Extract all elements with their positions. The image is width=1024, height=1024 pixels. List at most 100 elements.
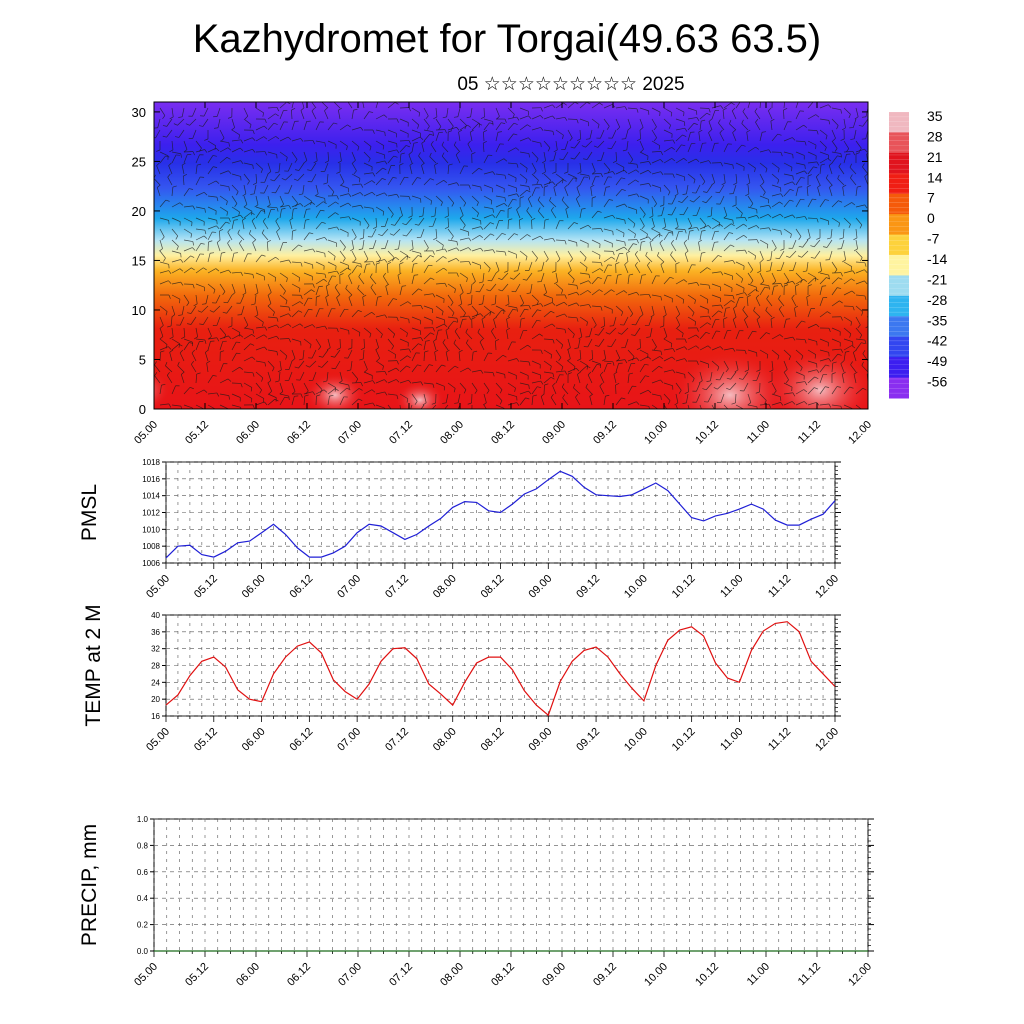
wind-barb-flag <box>756 225 760 229</box>
wind-barb-flag <box>698 239 703 243</box>
wind-barb-flag <box>743 234 748 238</box>
wind-barb <box>387 298 394 307</box>
wind-barb <box>675 127 685 131</box>
wind-barb-flag <box>726 387 731 390</box>
wind-barb <box>639 140 644 150</box>
y-tick-label: 36 <box>151 628 160 637</box>
wind-barb <box>351 398 359 406</box>
wind-barb <box>567 302 577 307</box>
wind-barb-flag <box>444 129 447 134</box>
wind-barb <box>279 110 284 120</box>
wind-barb <box>555 239 566 241</box>
wind-barb-flag <box>804 381 808 386</box>
wind-barb-flag <box>823 246 828 248</box>
wind-barb <box>719 195 725 205</box>
wind-barb-flag <box>254 314 259 318</box>
wind-barb-flag <box>600 262 603 267</box>
wind-barb-flag <box>239 147 244 152</box>
wind-barb-flag <box>859 334 863 339</box>
wind-barb <box>795 110 801 120</box>
colorbar-label: -42 <box>927 333 947 349</box>
wind-barb-flag <box>346 146 348 151</box>
wind-barb-flag <box>186 302 190 306</box>
wind-barb <box>276 231 281 241</box>
wind-barb <box>687 294 696 301</box>
x-tick-label: 08.12 <box>479 726 507 754</box>
wind-barb-flag <box>681 144 686 147</box>
wind-barb-flag <box>754 108 758 112</box>
wind-barb-flag <box>607 345 612 348</box>
wind-barb-flag <box>396 149 400 154</box>
wind-barb <box>747 250 756 257</box>
wind-barb <box>423 255 431 263</box>
wind-barb-flag <box>524 308 529 311</box>
wind-barb-flag <box>877 207 878 211</box>
wind-barb <box>171 151 181 155</box>
wind-barb <box>555 220 560 230</box>
wind-barb <box>531 183 541 186</box>
wind-barb-flag <box>506 316 511 320</box>
wind-barb <box>171 259 181 263</box>
wind-barb-flag <box>730 300 735 303</box>
wind-barb <box>651 366 660 373</box>
wind-barb <box>675 217 679 227</box>
wind-barb <box>399 301 409 307</box>
wind-barb <box>639 206 646 215</box>
wind-barb <box>483 118 493 122</box>
wind-barb-flag <box>194 336 198 340</box>
wind-barb <box>195 404 205 409</box>
wind-barb-flag <box>527 344 532 348</box>
wind-barb <box>766 298 773 307</box>
wind-barb <box>435 267 444 274</box>
wind-barb <box>207 225 217 230</box>
wind-barb-flag <box>369 146 372 151</box>
wind-barb-flag <box>707 215 712 218</box>
wind-barb-flag <box>540 184 544 189</box>
wind-barb <box>862 118 868 127</box>
wind-barb-flag <box>588 274 591 279</box>
wind-barb-flag <box>639 314 644 318</box>
wind-barb-flag <box>323 201 327 205</box>
wind-barb <box>699 217 707 226</box>
wind-barb-flag <box>346 387 351 391</box>
wind-barb <box>699 345 709 351</box>
wind-barb <box>723 330 728 340</box>
wind-barb <box>302 184 305 194</box>
wind-barb-flag <box>371 389 376 393</box>
wind-barb-flag <box>369 333 372 338</box>
wind-barb-flag <box>552 115 556 120</box>
wind-barb-flag <box>611 289 615 293</box>
wind-barb <box>624 338 629 348</box>
wind-barb <box>409 165 413 175</box>
wind-barb <box>711 319 716 329</box>
wind-barb-flag <box>288 338 291 343</box>
wind-barb-flag <box>707 322 711 326</box>
wind-barb <box>507 199 514 208</box>
wind-barb-flag <box>426 410 430 411</box>
wind-barb-flag <box>672 139 676 144</box>
wind-barb <box>795 124 804 131</box>
wind-barb-flag <box>275 256 280 260</box>
wind-barb-flag <box>425 247 429 252</box>
wind-barb <box>423 107 429 117</box>
wind-barb-flag <box>384 192 388 197</box>
wind-barb-flag <box>430 277 435 281</box>
wind-barb <box>603 275 608 285</box>
wind-barb <box>171 327 174 337</box>
wind-barb-flag <box>855 152 860 155</box>
wind-barb <box>435 256 444 263</box>
wind-barb <box>579 360 588 366</box>
wind-barb-flag <box>178 343 183 347</box>
wind-barb <box>375 178 383 186</box>
wind-barb-flag <box>443 267 448 271</box>
wind-barb-flag <box>486 289 491 292</box>
wind-barb-flag <box>807 284 812 287</box>
wind-barb <box>855 404 862 409</box>
wind-barb-flag <box>402 234 407 237</box>
wind-barb-flag <box>726 377 731 380</box>
wind-barb <box>675 118 685 123</box>
wind-barb-flag <box>584 257 587 262</box>
wind-barb <box>686 184 689 194</box>
wind-barb-flag <box>500 210 505 212</box>
wind-barb <box>573 387 581 395</box>
